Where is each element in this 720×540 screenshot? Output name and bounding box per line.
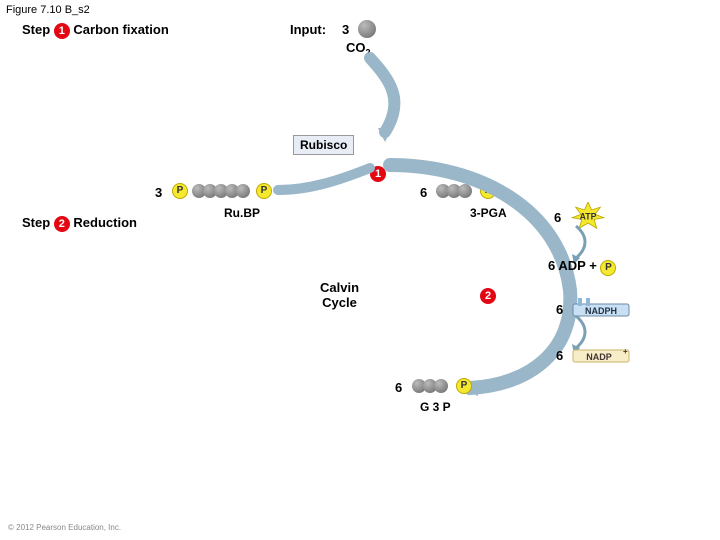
calvin-label: Calvin Cycle [320, 280, 359, 310]
g3p-label: G 3 P [420, 400, 451, 414]
cycle-curve-right [360, 150, 640, 410]
figure-label: Figure 7.10 B_s2 [6, 4, 90, 16]
g3p-chain [412, 379, 445, 393]
arrow-co2-in [330, 40, 460, 150]
copyright: © 2012 Pearson Education, Inc. [8, 523, 121, 532]
step2-badge: 2 [54, 216, 70, 232]
rubp-count: 3 [155, 185, 162, 200]
rubp-phosphate-left: P [172, 183, 188, 199]
step2-title: Reduction [73, 215, 137, 230]
svg-text:NADP: NADP [586, 352, 612, 362]
adp-label: ADP [558, 258, 585, 273]
step-word2: Step [22, 215, 50, 230]
rubp-label: Ru.BP [224, 206, 260, 220]
step1-badge: 1 [54, 23, 70, 39]
co2-count: 3 [342, 22, 349, 37]
co2-ball [358, 20, 376, 38]
input-label: Input: [290, 22, 326, 37]
nadp-count: 6 [556, 348, 563, 363]
g3p-phosphate: P [456, 378, 472, 394]
flow-badge-2: 2 [480, 288, 496, 304]
adp-phosphate: P [600, 260, 616, 276]
step2-line: Step 2 Reduction [22, 215, 137, 232]
adp-line: 6 ADP + P [548, 258, 616, 276]
rubp-chain [192, 184, 247, 198]
nadp-icon: NADP + [572, 342, 630, 364]
step-word: Step [22, 22, 50, 37]
adp-plus: + [589, 258, 597, 273]
step1-title: Carbon fixation [73, 22, 168, 37]
step1-line: Step 1 Carbon fixation [22, 22, 169, 39]
adp-count: 6 [548, 258, 555, 273]
g3p-count: 6 [395, 380, 402, 395]
svg-text:+: + [623, 347, 628, 356]
